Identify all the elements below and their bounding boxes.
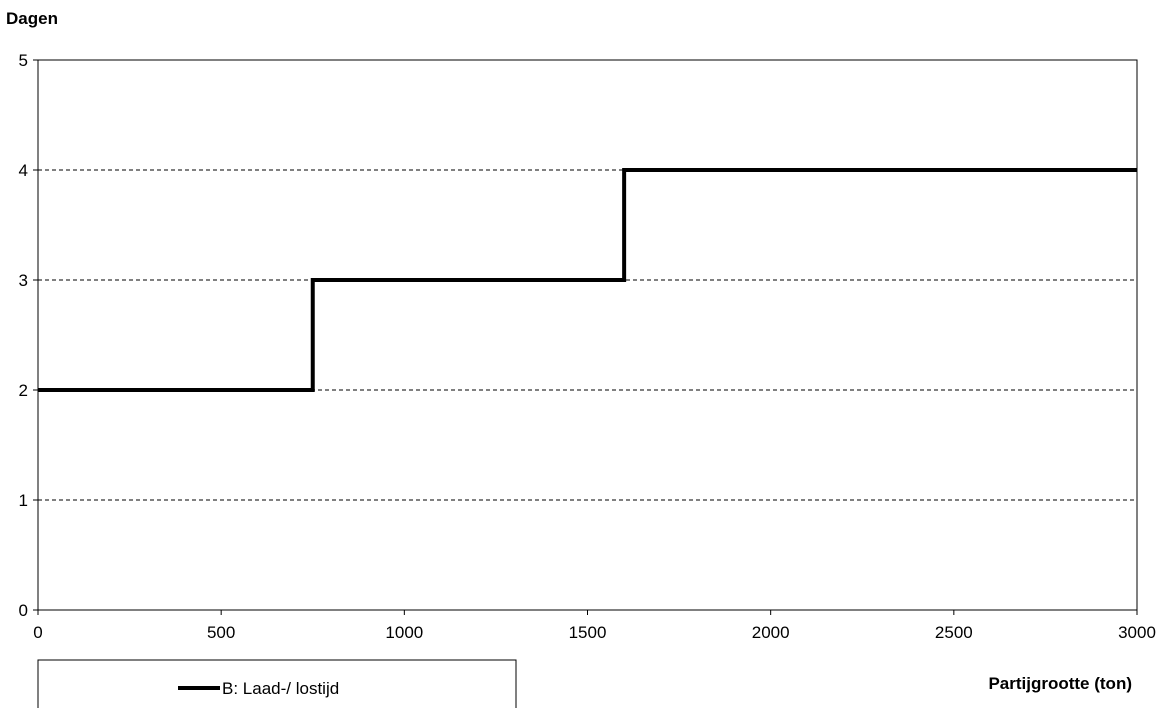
x-tick-label-1: 500: [207, 623, 235, 642]
legend-frame: [37, 659, 517, 708]
plot-area-frame: [37, 59, 1138, 611]
series-line-0: [38, 168, 1137, 392]
x-tick-label-0: 0: [33, 623, 42, 642]
legend: B: Laad-/ lostijd: [37, 659, 517, 708]
y-axis-title: Dagen: [6, 9, 58, 28]
x-axis-title: Partijgrootte (ton): [988, 674, 1132, 693]
x-tick-label-2: 1000: [385, 623, 423, 642]
y-tick-label-5: 5: [19, 51, 28, 70]
y-tick-label-0: 0: [19, 601, 28, 620]
x-tick-label-6: 3000: [1118, 623, 1156, 642]
x-axis-ticks: 0 500 1000 1500 2000 2500 3000: [33, 610, 1156, 642]
y-tick-label-1: 1: [19, 491, 28, 510]
x-tick-label-4: 2000: [752, 623, 790, 642]
x-tick-label-5: 2500: [935, 623, 973, 642]
y-tick-label-4: 4: [19, 161, 28, 180]
y-tick-label-3: 3: [19, 271, 28, 290]
legend-label: B: Laad-/ lostijd: [222, 679, 339, 698]
series-layer: [38, 168, 1137, 392]
y-axis-ticks: 0 1 2 3 4 5: [19, 51, 38, 620]
x-tick-label-3: 1500: [569, 623, 607, 642]
y-tick-label-2: 2: [19, 381, 28, 400]
gridlines: [38, 169, 1137, 501]
